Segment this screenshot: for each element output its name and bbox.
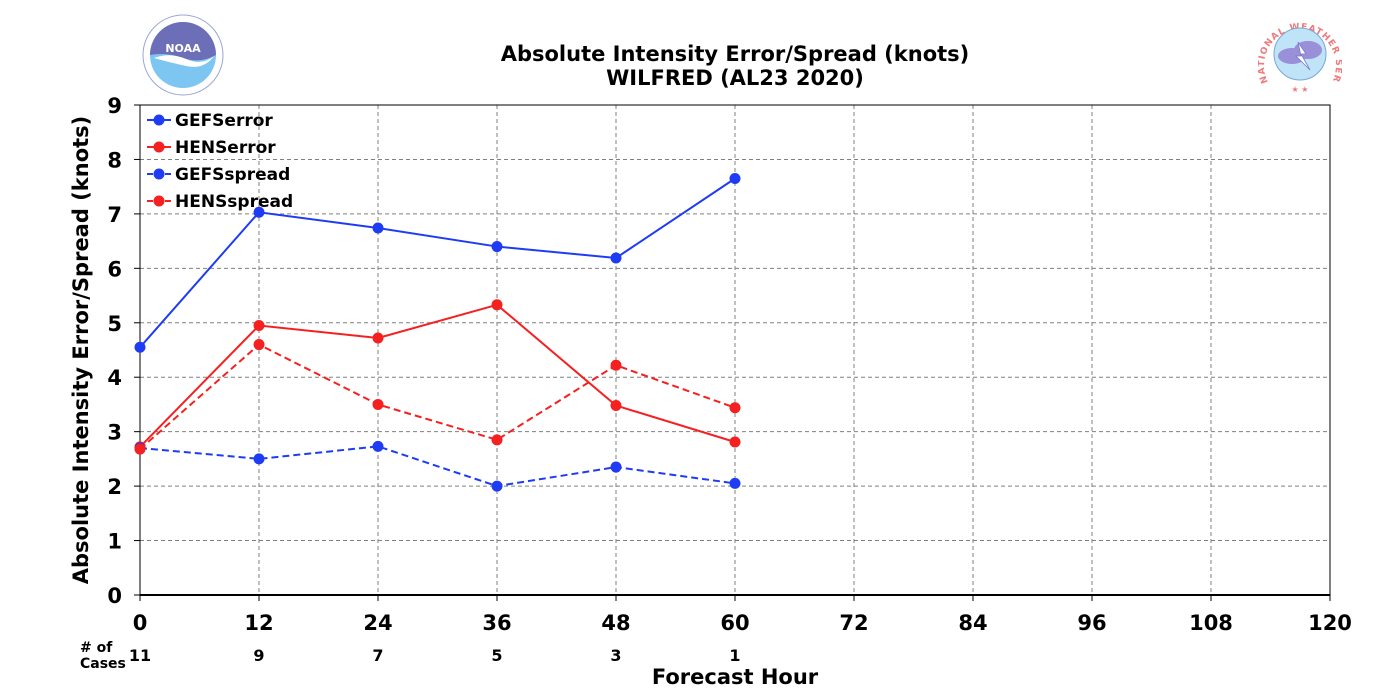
legend-marker-GEFSspread [153, 168, 165, 180]
y-tick-label: 7 [107, 203, 122, 227]
legend-label-HENSerror: HENSerror [175, 138, 276, 158]
case-count: 11 [129, 646, 151, 665]
series-line-HENSerror [139, 303, 736, 448]
data-point-GEFSspread [491, 480, 503, 492]
x-tick-label: 96 [1077, 611, 1106, 635]
data-point-GEFSerror [491, 241, 503, 253]
data-point-GEFSerror [372, 222, 384, 234]
legend-label-GEFSerror: GEFSerror [175, 111, 273, 131]
chart-subtitle: WILFRED (AL23 2020) [606, 66, 864, 90]
data-point-GEFSspread [253, 453, 265, 465]
noaa-logo: NOAA [142, 14, 224, 96]
noaa-logo-text: NOAA [165, 42, 201, 55]
y-tick-label: 0 [107, 584, 122, 608]
series-line-GEFSspread [139, 445, 736, 488]
legend-marker-GEFSerror [153, 114, 165, 126]
x-tick-label: 60 [720, 611, 749, 635]
case-count: 1 [729, 646, 740, 665]
x-tick-label: 72 [839, 611, 868, 635]
series-layer [134, 173, 741, 492]
data-point-HENSerror [610, 400, 622, 412]
x-tick-label: 24 [363, 611, 392, 635]
data-point-HENSspread [253, 339, 265, 351]
y-tick-label: 8 [107, 148, 122, 172]
svg-text:★ ★: ★ ★ [1292, 85, 1309, 94]
legend: GEFSerror HENSerror GEFSspread HENSspread [147, 111, 293, 212]
x-axis-label: Forecast Hour [652, 665, 819, 689]
data-point-HENSerror [491, 299, 503, 311]
data-point-GEFSerror [610, 252, 622, 264]
case-count: 5 [491, 646, 502, 665]
case-count: 7 [372, 646, 383, 665]
data-point-GEFSerror [134, 341, 146, 353]
x-tick-label: 12 [244, 611, 273, 635]
data-point-GEFSerror [253, 206, 265, 218]
legend-marker-HENSspread [153, 195, 165, 207]
chart-title: Absolute Intensity Error/Spread (knots) [500, 42, 970, 66]
y-axis-label: Absolute Intensity Error/Spread (knots) [69, 116, 93, 585]
legend-label-HENSspread: HENSspread [175, 192, 293, 212]
x-tick-label: 120 [1308, 611, 1352, 635]
x-tick-label: 84 [958, 611, 987, 635]
y-tick-label: 4 [107, 366, 122, 390]
x-tick-label: 36 [482, 611, 511, 635]
data-point-HENSerror [729, 436, 741, 448]
series-line-GEFSerror [139, 177, 736, 348]
data-point-HENSspread [491, 434, 503, 446]
cases-label: # of Cases [80, 640, 126, 672]
nws-logo: NATIONAL WEATHER SERVICE ★ ★ [1258, 12, 1342, 94]
data-point-HENSerror [372, 332, 384, 344]
legend-marker-HENSerror [153, 141, 165, 153]
data-point-HENSspread [372, 398, 384, 410]
x-tick-label: 108 [1189, 611, 1233, 635]
y-tick-label: 2 [107, 475, 122, 499]
data-point-GEFSerror [729, 173, 741, 184]
data-point-HENSerror [253, 320, 265, 331]
data-point-HENSspread [729, 402, 741, 414]
data-point-GEFSspread [610, 461, 622, 473]
case-count: 3 [610, 646, 621, 665]
y-tick-label: 5 [107, 312, 122, 336]
series-line-HENSspread [139, 343, 736, 450]
data-point-GEFSspread [372, 440, 384, 452]
y-tick-label: 9 [107, 94, 122, 118]
legend-label-GEFSspread: GEFSspread [175, 165, 290, 185]
data-point-HENSspread [610, 359, 622, 371]
data-point-GEFSspread [729, 477, 741, 489]
x-tick-label: 0 [133, 611, 148, 635]
y-tick-label: 3 [107, 421, 122, 445]
case-count: 9 [253, 646, 264, 665]
x-tick-label: 48 [601, 611, 630, 635]
data-point-HENSspread [134, 443, 146, 455]
y-tick-label: 1 [107, 530, 122, 554]
y-tick-label: 6 [107, 257, 122, 281]
